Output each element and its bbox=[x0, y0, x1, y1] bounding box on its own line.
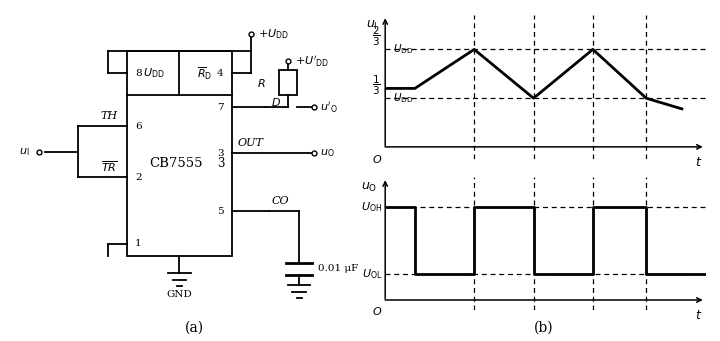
Text: GND: GND bbox=[166, 291, 192, 299]
Text: $u_{\rm O}$: $u_{\rm O}$ bbox=[361, 181, 378, 194]
Text: 1: 1 bbox=[135, 239, 142, 248]
Text: $+U'_{\rm DD}$: $+U'_{\rm DD}$ bbox=[295, 54, 330, 69]
Text: $U_{\rm DD}$: $U_{\rm DD}$ bbox=[143, 66, 165, 80]
Text: $O$: $O$ bbox=[372, 153, 382, 165]
Text: $t$: $t$ bbox=[695, 157, 703, 169]
Text: (a): (a) bbox=[185, 320, 204, 335]
Text: $+U_{\rm DD}$: $+U_{\rm DD}$ bbox=[258, 27, 289, 41]
Text: 0.01 μF: 0.01 μF bbox=[318, 264, 359, 273]
Text: $\overline{TR}$: $\overline{TR}$ bbox=[101, 160, 117, 174]
Text: CO: CO bbox=[271, 196, 289, 206]
Text: $t$: $t$ bbox=[695, 309, 703, 322]
Text: $D$: $D$ bbox=[271, 96, 282, 108]
Text: $U_{\rm DD}$: $U_{\rm DD}$ bbox=[392, 43, 413, 56]
Text: $O$: $O$ bbox=[372, 305, 382, 317]
Text: $U_{\rm DD}$: $U_{\rm DD}$ bbox=[392, 91, 413, 105]
Text: $\dfrac{2}{3}$: $\dfrac{2}{3}$ bbox=[372, 25, 381, 48]
Text: $u_{\rm I}$: $u_{\rm I}$ bbox=[19, 146, 30, 158]
Text: 4: 4 bbox=[217, 69, 224, 78]
Text: 2: 2 bbox=[135, 173, 142, 182]
Text: $\dfrac{1}{3}$: $\dfrac{1}{3}$ bbox=[372, 74, 381, 97]
Text: $U_{\rm OL}$: $U_{\rm OL}$ bbox=[361, 267, 382, 281]
Text: TH: TH bbox=[101, 111, 117, 121]
Text: 3: 3 bbox=[217, 157, 225, 170]
Text: $u_{\rm O}$: $u_{\rm O}$ bbox=[320, 148, 335, 159]
Text: 6: 6 bbox=[135, 122, 142, 131]
Text: $u_{\rm I}$: $u_{\rm I}$ bbox=[366, 19, 378, 32]
Text: $U_{\rm OH}$: $U_{\rm OH}$ bbox=[361, 200, 382, 214]
Bar bbox=[279, 70, 297, 95]
Text: CB7555: CB7555 bbox=[149, 157, 202, 170]
Text: 8: 8 bbox=[135, 69, 142, 78]
Text: OUT: OUT bbox=[238, 138, 264, 148]
Text: $u'_{\rm O}$: $u'_{\rm O}$ bbox=[320, 100, 338, 115]
Text: $R$: $R$ bbox=[257, 77, 266, 89]
Text: 3: 3 bbox=[217, 149, 224, 158]
Bar bbox=[127, 51, 232, 256]
Text: 5: 5 bbox=[217, 207, 224, 216]
Text: $\overline{R}_{\rm D}$: $\overline{R}_{\rm D}$ bbox=[197, 65, 212, 81]
Text: (b): (b) bbox=[534, 320, 554, 334]
Text: 7: 7 bbox=[217, 103, 224, 112]
